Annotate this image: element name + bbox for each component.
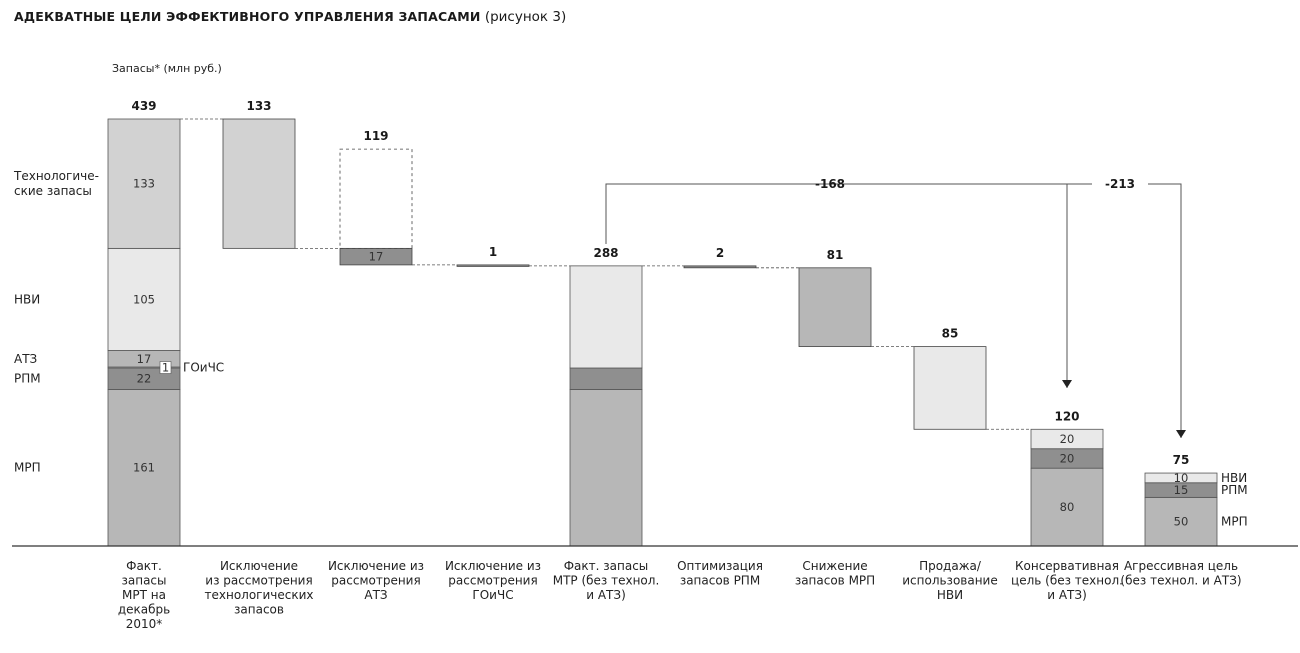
bar-8-segment-label: 20	[1060, 451, 1075, 465]
category-label-3: рассмотрения	[448, 574, 537, 588]
category-label-2: Исключение из	[328, 559, 424, 573]
bar-9-segment-мрп	[1144, 496, 1218, 547]
bar-2-total-label: 119	[363, 129, 388, 143]
category-label-3: Исключение из	[445, 559, 541, 573]
category-label-4: Факт. запасы	[564, 559, 649, 573]
bar-8-total-label: 120	[1054, 409, 1079, 423]
bridge-label: -168	[815, 177, 845, 191]
y-axis-label: Запасы* (млн руб.)	[112, 62, 222, 75]
bar-9-total-label: 75	[1173, 453, 1190, 467]
chart-title-suffix: (рисунок 3)	[484, 9, 567, 25]
bar-6-total-label: 81	[827, 248, 844, 262]
category-label-0: Факт.	[126, 559, 162, 573]
bar-6-floating	[798, 267, 872, 348]
bar-0-segment-label: 17	[137, 352, 152, 366]
category-label-1: из рассмотрения	[205, 574, 312, 588]
category-label-8: и АТЗ)	[1047, 588, 1087, 602]
bar-4-total-label: 288	[593, 246, 618, 260]
category-label-0: 2010*	[126, 617, 163, 631]
category-label-2: рассмотрения	[331, 574, 420, 588]
category-label-8: цель (без технол.	[1011, 574, 1123, 588]
bar-0-segment-label: 133	[133, 177, 155, 191]
bar-7-floating	[913, 346, 987, 430]
connectors-layer	[180, 118, 1186, 438]
category-label-6: Снижение	[802, 559, 867, 573]
category-label-6: запасов МРП	[795, 574, 875, 588]
bar-8-segment-нви	[1030, 428, 1104, 450]
row-label-0: Технологиче-	[13, 169, 99, 183]
category-label-1: технологических	[205, 588, 314, 602]
row-label-1: НВИ	[14, 292, 40, 306]
bar-4-segment-нви	[569, 265, 643, 369]
bar-0-segment-нви	[107, 247, 181, 351]
bar-9-side-label: РПМ	[1221, 483, 1248, 497]
category-label-9: Агрессивная цель	[1124, 559, 1238, 573]
category-label-0: запасы	[121, 574, 166, 588]
bar-3-total-label: 1	[489, 245, 497, 259]
bar-5-floating	[683, 265, 757, 269]
bridge-arrowhead	[1062, 380, 1072, 388]
category-label-1: Исключение	[220, 559, 298, 573]
category-label-0: декабрь	[118, 603, 170, 617]
category-label-7: использование	[902, 574, 998, 588]
category-label-4: и АТЗ)	[586, 588, 626, 602]
bar-0-segment-технологические-запасы	[107, 118, 181, 249]
bar-0-segment-label: 105	[133, 292, 155, 306]
bar-9-segment-label: 15	[1174, 483, 1189, 497]
bridge-line	[605, 183, 1182, 438]
bar-9-side-label: НВИ	[1221, 471, 1247, 485]
category-label-7: Продажа/	[919, 559, 982, 573]
row-label-3: РПМ	[14, 372, 41, 386]
category-label-4: МТР (без технол.	[553, 574, 660, 588]
row-label-2: АТЗ	[14, 352, 37, 366]
bar-4-segment-мрп	[569, 389, 643, 547]
bridge-label: -213	[1105, 177, 1135, 191]
chart-title: Адекватные цели эффективного управления …	[14, 9, 566, 25]
goichs-marker-value: 1	[162, 361, 169, 375]
bars-layer	[107, 118, 1218, 547]
bar-4-segment-рпм	[569, 367, 643, 390]
bar-0-segment-мрп	[107, 389, 181, 547]
category-label-3: ГОиЧС	[472, 588, 513, 602]
bridge-arrowhead	[1176, 430, 1186, 438]
bar-9-side-label: МРП	[1221, 515, 1248, 529]
bar-8-segment-мрп	[1030, 467, 1104, 547]
goichs-label: ГОиЧС	[183, 361, 224, 375]
bar-7-total-label: 85	[942, 327, 959, 341]
bar-8-segment-label: 20	[1060, 432, 1075, 446]
category-label-2: АТЗ	[364, 588, 387, 602]
category-label-1: запасов	[234, 603, 284, 617]
category-label-8: Консервативная	[1015, 559, 1119, 573]
category-label-0: МРТ на	[122, 588, 166, 602]
bar-0-segment-label: 161	[133, 461, 155, 475]
category-label-7: НВИ	[937, 588, 963, 602]
bar-0-total-label: 439	[131, 99, 156, 113]
bar-3-floating	[456, 264, 530, 267]
bar-2-floating	[339, 247, 413, 266]
goichs-marker-box	[159, 361, 172, 374]
bar-1-floating	[222, 118, 296, 249]
row-label-4: МРП	[14, 461, 41, 475]
bar-5-total-label: 2	[716, 246, 724, 260]
row-label-0: ские запасы	[14, 184, 92, 198]
category-label-5: Оптимизация	[677, 559, 763, 573]
bar-2-dashed-outline	[339, 148, 413, 249]
chart-title-bold: Адекватные цели эффективного управления …	[14, 9, 481, 24]
category-label-5: запасов РПМ	[680, 574, 760, 588]
bar-2-inner-label: 17	[369, 250, 384, 264]
bar-9-segment-label: 10	[1174, 471, 1189, 485]
bar-9-segment-нви	[1144, 472, 1218, 484]
bridge-label-bg	[1092, 175, 1148, 193]
bar-8-segment-label: 80	[1060, 500, 1075, 514]
bar-0-segment-label: 22	[137, 372, 152, 386]
bar-1-total-label: 133	[246, 99, 271, 113]
category-label-9: (без технол. и АТЗ)	[1120, 574, 1241, 588]
bar-9-segment-label: 50	[1174, 515, 1189, 529]
